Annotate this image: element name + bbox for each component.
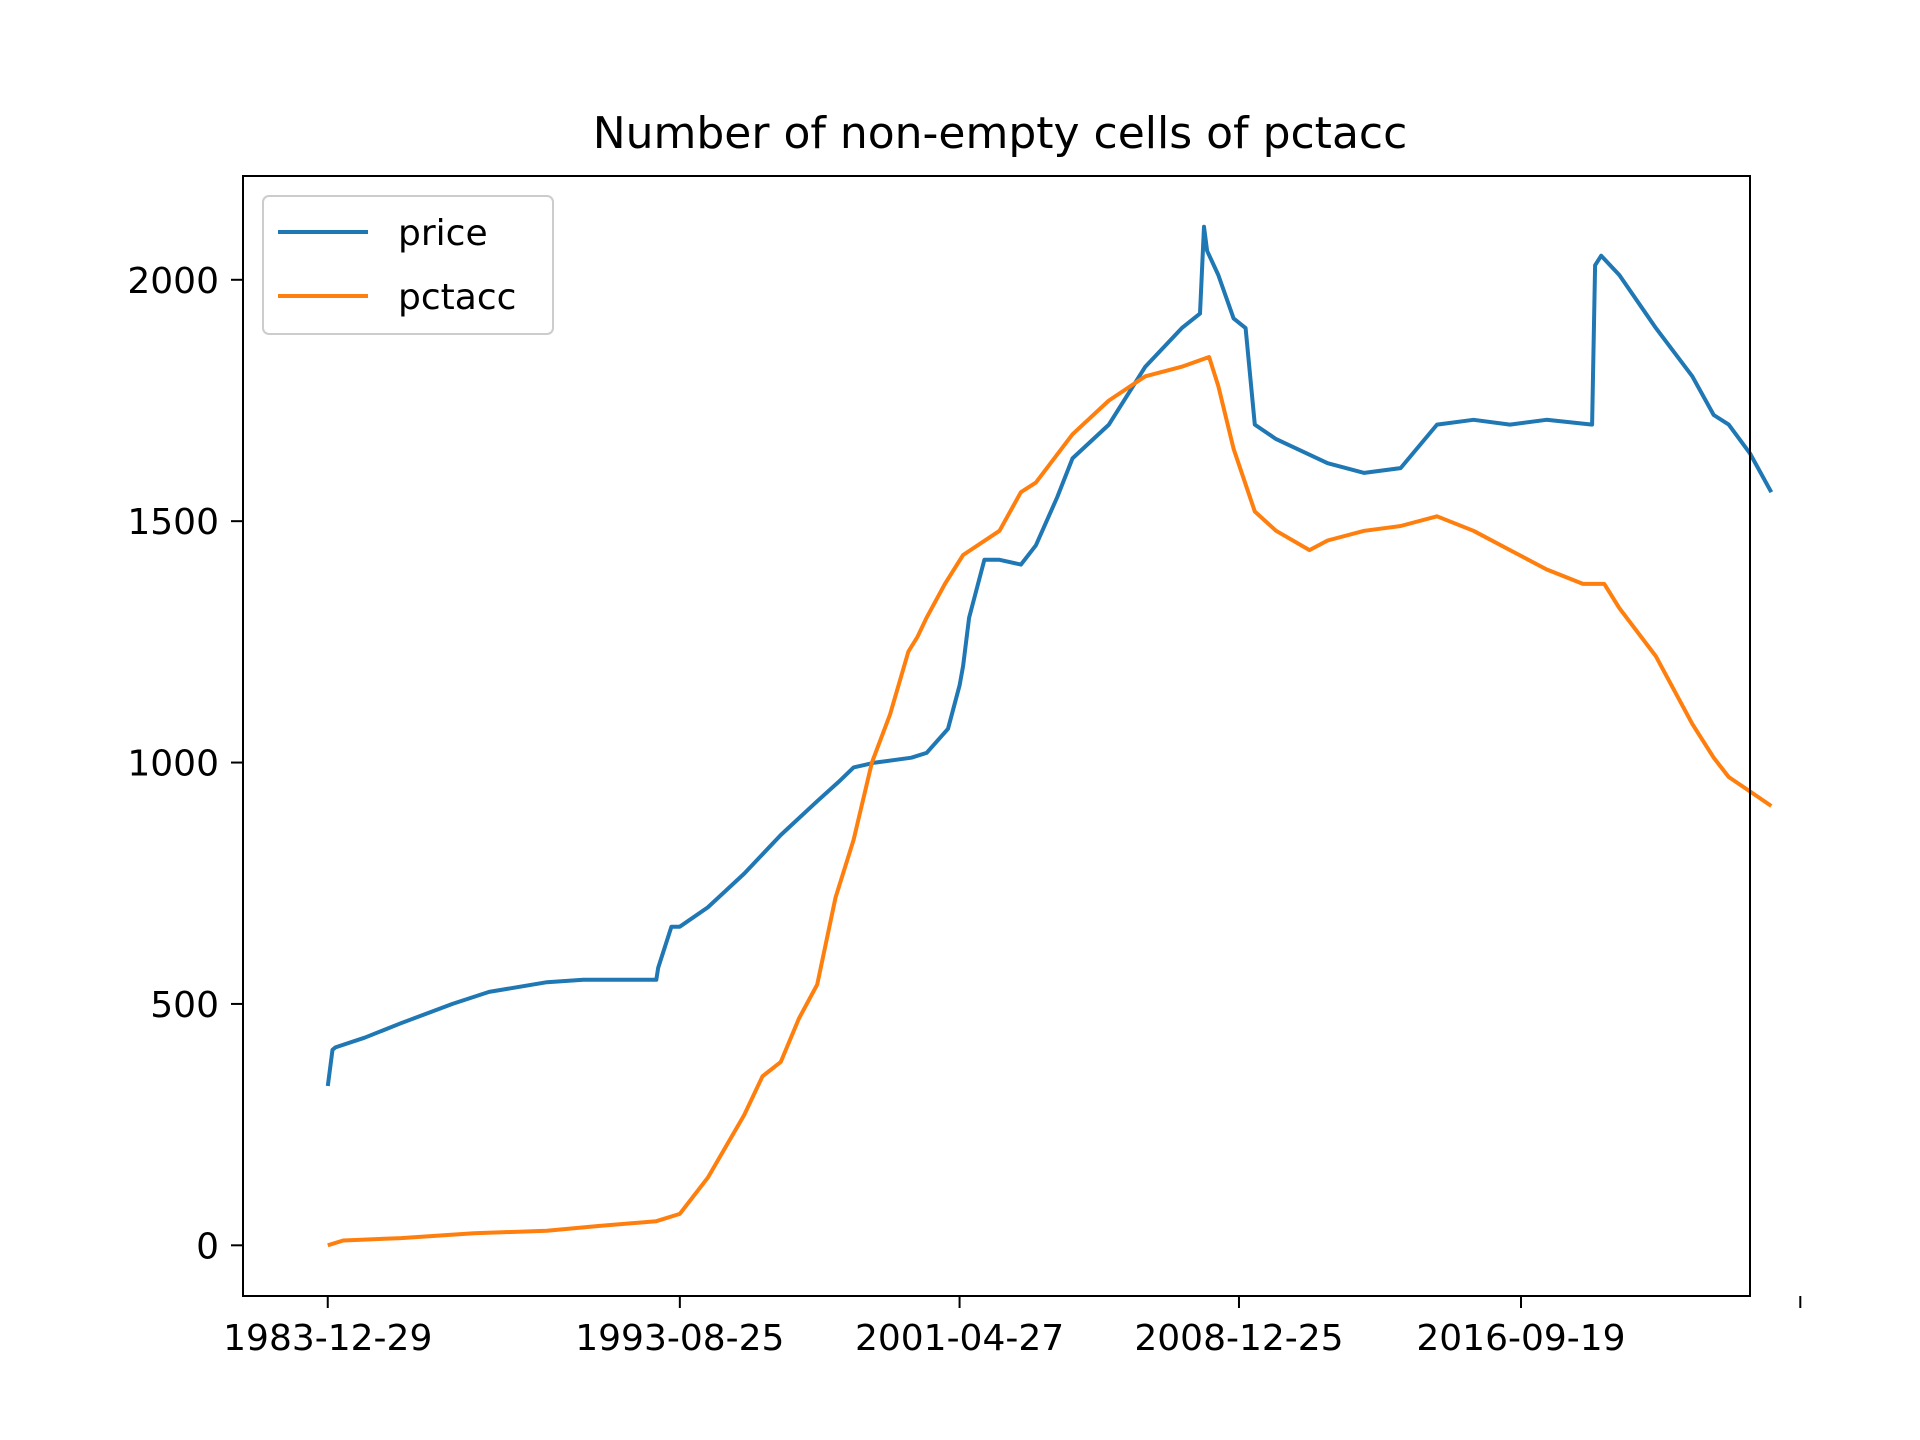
series-line-price	[325, 224, 1774, 1087]
legend-label-price: price	[398, 213, 488, 254]
legend-label-pctacc: pctacc	[398, 277, 516, 318]
series-layer	[325, 224, 1774, 1248]
x-tick-label: 2001-04-27	[855, 1318, 1064, 1359]
y-tick-label: 2000	[127, 261, 219, 302]
y-tick-label: 1000	[127, 744, 219, 785]
y-tick-label: 1500	[127, 502, 219, 543]
y-tick-label: 500	[150, 985, 219, 1026]
x-tick-label: 2016-09-19	[1416, 1318, 1625, 1359]
legend: price pctacc	[262, 195, 554, 335]
plot-area-frame	[242, 175, 1751, 1297]
axes-layer: 1983-12-29 1993-08-25 2001-04-27 2008-12-25…	[127, 261, 1802, 1359]
x-tick-label: 2008-12-25	[1134, 1318, 1343, 1359]
chart-title: Number of non-empty cells of pctacc	[593, 108, 1408, 159]
y-tick-label: 0	[196, 1226, 219, 1267]
x-tick-label: 1983-12-29	[223, 1318, 432, 1359]
series-line-pctacc	[327, 355, 1773, 1248]
x-tick-label: 1993-08-25	[575, 1318, 784, 1359]
